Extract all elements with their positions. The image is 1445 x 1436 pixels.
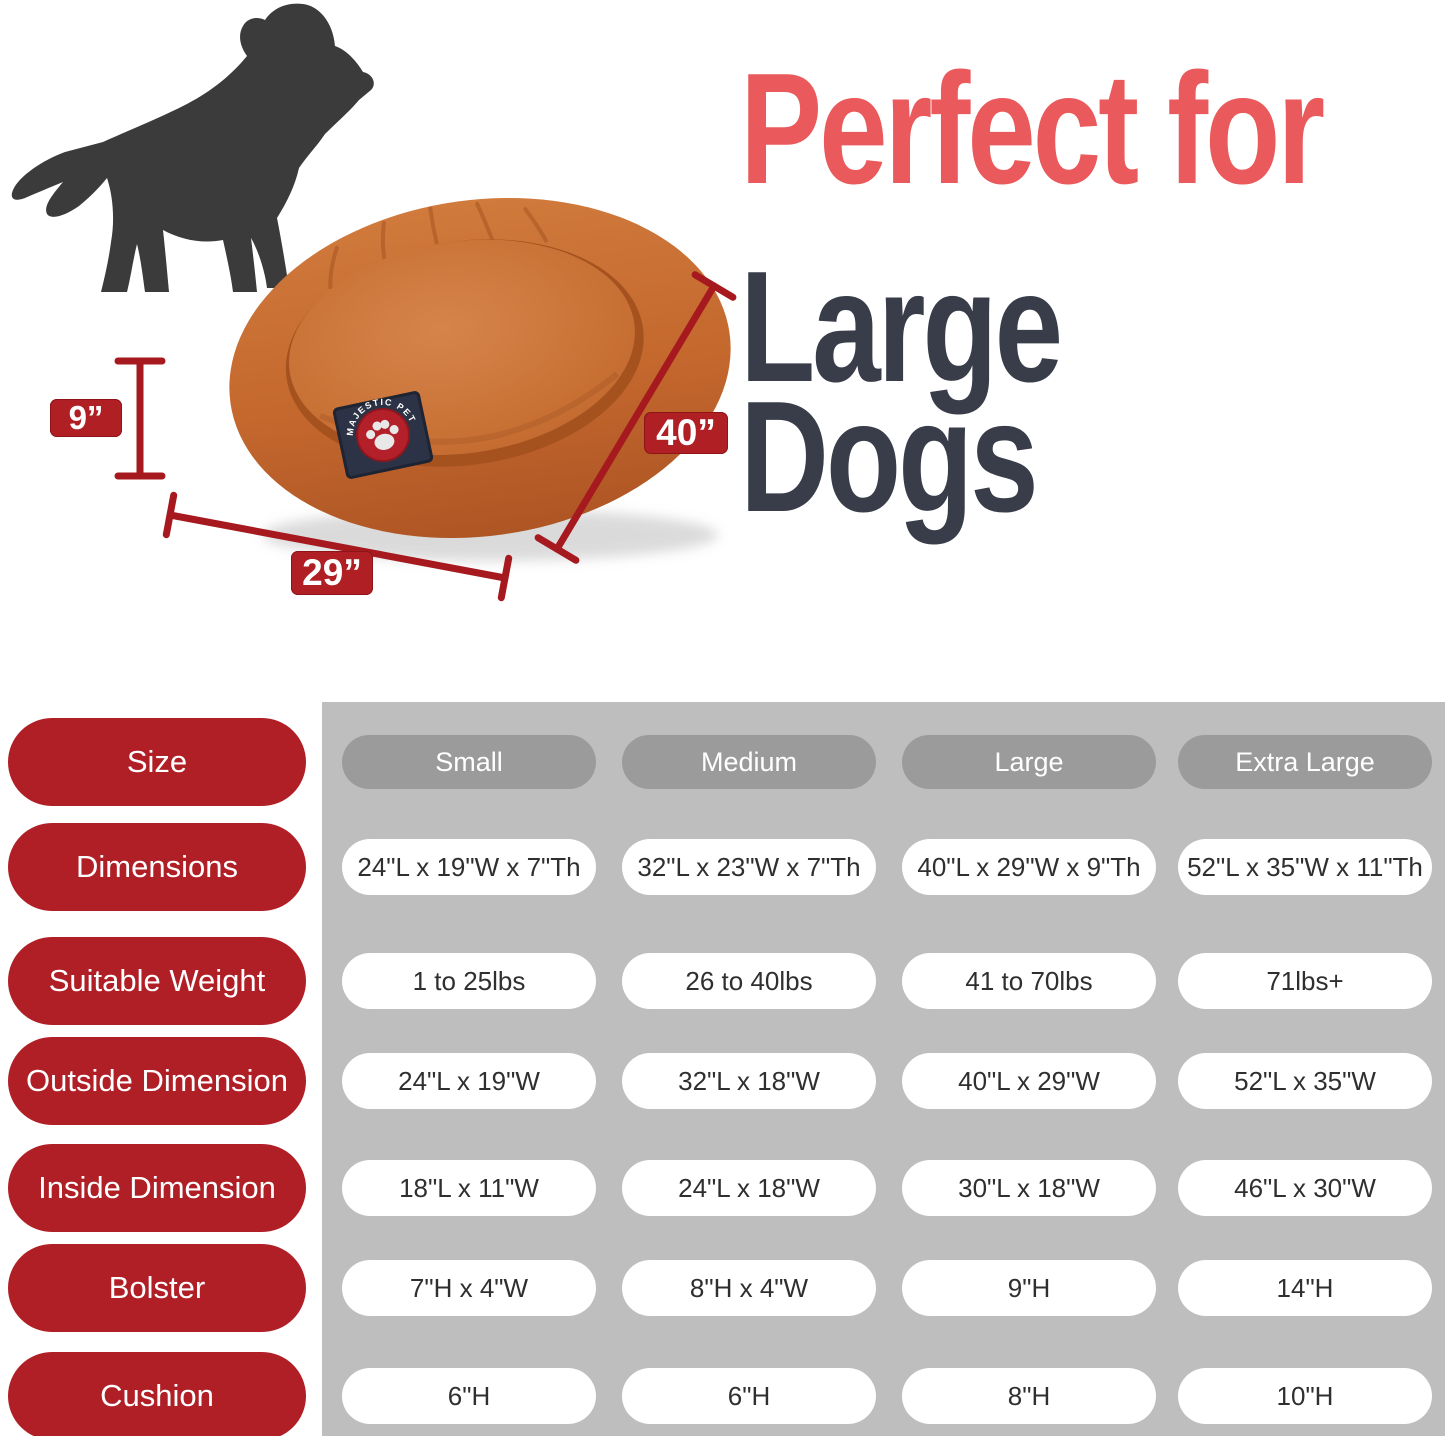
length-dimension-badge: 40” (644, 412, 728, 454)
hero-section: MAJESTIC PET 9” 29” 40” (0, 0, 1445, 702)
row-label-suitable-weight: Suitable Weight (8, 937, 306, 1025)
cell-bolster-medium: 8"H x 4"W (622, 1260, 876, 1316)
row-label-bolster: Bolster (8, 1244, 306, 1332)
cell-dimensions-xl: 52"L x 35"W x 11"Th (1178, 839, 1432, 895)
cell-outside-medium: 32"L x 18"W (622, 1053, 876, 1109)
dog-silhouette (11, 3, 374, 292)
brand-tag: MAJESTIC PET (332, 390, 434, 479)
cell-bolster-xl: 14"H (1178, 1260, 1432, 1316)
cell-outside-xl: 52"L x 35"W (1178, 1053, 1432, 1109)
cell-weight-xl: 71lbs+ (1178, 953, 1432, 1009)
row-label-inside-dimension: Inside Dimension (8, 1144, 306, 1232)
cell-cushion-large: 8"H (902, 1368, 1156, 1424)
dog-bed-image: MAJESTIC PET (229, 197, 731, 561)
cell-dimensions-large: 40"L x 29"W x 9"Th (902, 839, 1156, 895)
cell-inside-small: 18"L x 11"W (342, 1160, 596, 1216)
cell-weight-large: 41 to 70lbs (902, 953, 1156, 1009)
cell-inside-xl: 46"L x 30"W (1178, 1160, 1432, 1216)
cell-outside-large: 40"L x 29"W (902, 1053, 1156, 1109)
headline-accent: Perfect for (740, 41, 1325, 217)
headline-dark-line2: Dogs (740, 369, 1039, 545)
width-dimension-badge: 29” (291, 551, 373, 595)
headline-dark-line1: Large (740, 239, 1063, 415)
cell-cushion-medium: 6"H (622, 1368, 876, 1424)
column-header-small: Small (342, 735, 596, 789)
row-label-outside-dimension: Outside Dimension (8, 1037, 306, 1125)
paw-icon (366, 419, 399, 450)
row-label-size: Size (8, 718, 306, 806)
row-label-cushion: Cushion (8, 1352, 306, 1436)
cell-dimensions-medium: 32"L x 23"W x 7"Th (622, 839, 876, 895)
cell-bolster-large: 9"H (902, 1260, 1156, 1316)
column-header-extra-large: Extra Large (1178, 735, 1432, 789)
cell-outside-small: 24"L x 19"W (342, 1053, 596, 1109)
column-header-medium: Medium (622, 735, 876, 789)
cell-cushion-small: 6"H (342, 1368, 596, 1424)
headline-dark: Large Dogs (740, 239, 1063, 545)
bolster-pleats (328, 201, 548, 290)
height-dimension-badge: 9” (50, 399, 122, 437)
column-header-large: Large (902, 735, 1156, 789)
cell-dimensions-small: 24"L x 19"W x 7"Th (342, 839, 596, 895)
dimension-lines (114, 271, 737, 602)
size-chart: Size Dimensions Suitable Weight Outside … (0, 702, 1445, 1436)
cell-inside-large: 30"L x 18"W (902, 1160, 1156, 1216)
cell-inside-medium: 24"L x 18"W (622, 1160, 876, 1216)
cell-weight-medium: 26 to 40lbs (622, 953, 876, 1009)
cell-bolster-small: 7"H x 4"W (342, 1260, 596, 1316)
row-label-dimensions: Dimensions (8, 823, 306, 911)
cell-weight-small: 1 to 25lbs (342, 953, 596, 1009)
cell-cushion-xl: 10"H (1178, 1368, 1432, 1424)
